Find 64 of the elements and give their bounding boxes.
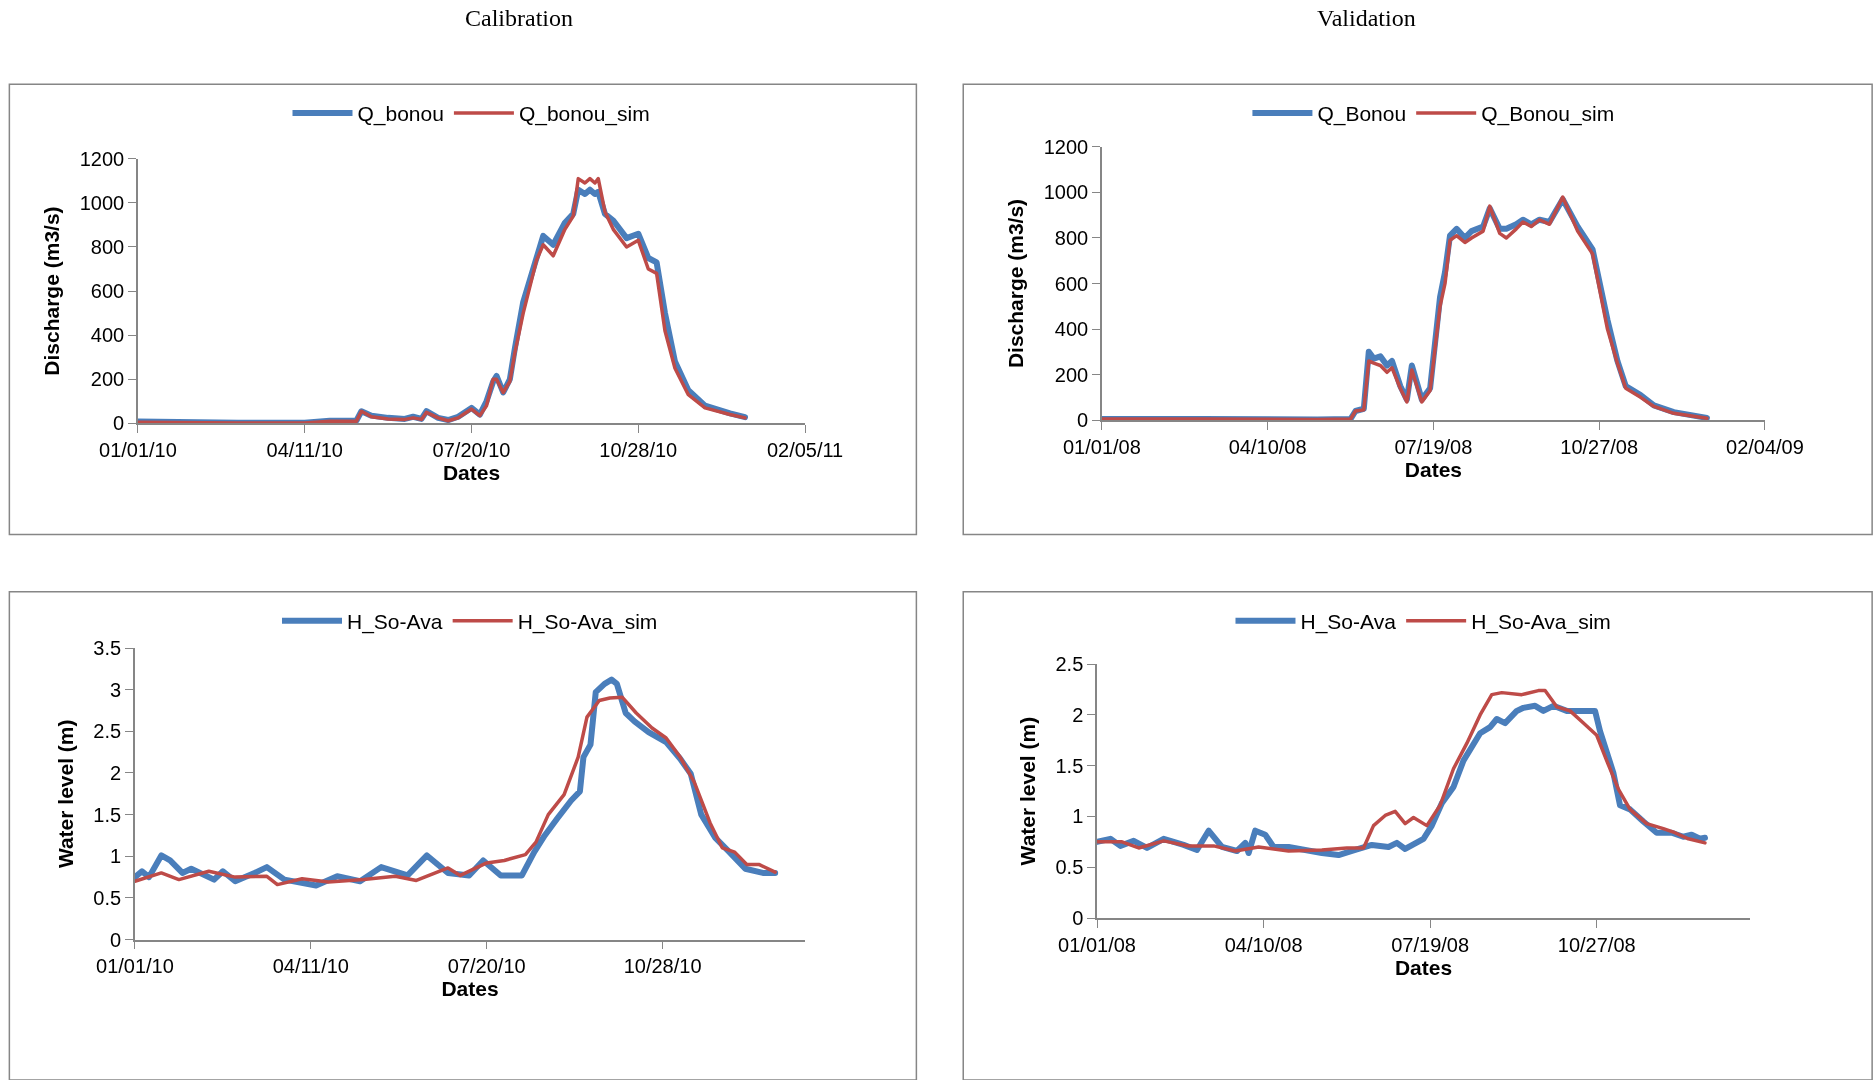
chart-title: Validation — [1317, 5, 1416, 31]
y-tick-label: 2.5 — [1055, 653, 1084, 676]
x-tick-label: 07/19/08 — [1391, 933, 1470, 956]
x-tick-label: 01/01/10 — [96, 955, 174, 978]
y-tick-label: 1200 — [79, 147, 125, 170]
y-tick-label: 3.5 — [93, 637, 122, 659]
y-axis-title: Discharge (m3/s) — [1004, 198, 1028, 369]
y-tick-label: 1000 — [79, 191, 125, 214]
x-tick-label: 02/05/11 — [766, 439, 844, 462]
y-tick-label: 600 — [90, 280, 125, 303]
y-axis-title: Discharge (m3/s) — [40, 206, 64, 376]
y-tick-label: 0 — [1072, 907, 1084, 929]
legend-label: Q_bonou — [357, 102, 444, 127]
y-tick-label: 3 — [110, 678, 122, 701]
y-tick-label: 1.5 — [93, 803, 122, 826]
y-tick-label: 1 — [110, 845, 122, 868]
x-tick-label: 04/11/10 — [266, 439, 343, 462]
legend-label: Q_Bonou_sim — [1481, 102, 1615, 127]
x-axis-title: Dates — [441, 977, 499, 1001]
x-tick-label: 07/20/10 — [447, 955, 526, 978]
y-tick-label: 2 — [1072, 703, 1084, 726]
y-tick-label: 400 — [90, 324, 125, 347]
x-tick-label: 02/04/09 — [1726, 435, 1804, 458]
x-tick-label: 04/10/08 — [1224, 933, 1303, 956]
y-tick-label: 0 — [1077, 409, 1089, 432]
y-tick-label: 800 — [1054, 226, 1089, 249]
legend-label: H_So-Ava — [1300, 609, 1397, 634]
y-tick-label: 200 — [1054, 363, 1089, 386]
y-axis-title: Water level (m) — [54, 719, 78, 869]
x-tick-label: 04/11/10 — [272, 955, 350, 978]
y-tick-label: 1000 — [1043, 181, 1089, 204]
x-axis-title: Dates — [1394, 955, 1453, 979]
y-tick-label: 400 — [1054, 318, 1089, 341]
legend-label: Q_bonou_sim — [518, 102, 650, 127]
y-tick-label: 200 — [90, 368, 125, 391]
y-tick-label: 0.5 — [93, 886, 122, 909]
x-tick-label: 01/01/08 — [1058, 933, 1136, 956]
y-tick-label: 1200 — [1043, 135, 1089, 158]
legend-label: H_So-Ava — [347, 609, 443, 634]
y-tick-label: 800 — [90, 235, 125, 258]
x-tick-label: 04/10/08 — [1228, 435, 1307, 458]
x-tick-label: 10/27/08 — [1560, 435, 1639, 458]
y-axis-title: Water level (m) — [1016, 716, 1040, 866]
y-tick-label: 600 — [1054, 272, 1089, 295]
chart-title: Calibration — [465, 5, 573, 31]
x-tick-label: 07/20/10 — [432, 439, 511, 462]
y-tick-label: 1.5 — [1055, 754, 1084, 777]
y-tick-label: 2 — [110, 761, 122, 784]
x-tick-label: 10/27/08 — [1557, 933, 1636, 956]
y-tick-label: 1 — [1072, 805, 1084, 828]
y-tick-label: 2.5 — [93, 720, 122, 743]
y-tick-label: 0 — [113, 412, 125, 435]
y-tick-label: 0 — [110, 928, 122, 951]
x-axis-title: Dates — [442, 461, 501, 485]
x-tick-label: 10/28/10 — [599, 439, 678, 462]
y-tick-label: 0.5 — [1055, 856, 1084, 879]
legend-label: Q_Bonou — [1317, 102, 1407, 127]
x-tick-label: 01/01/08 — [1062, 435, 1141, 458]
x-tick-label: 07/19/08 — [1394, 435, 1473, 458]
x-tick-label: 10/28/10 — [623, 955, 702, 978]
x-axis-title: Dates — [1404, 457, 1463, 481]
legend-label: H_So-Ava_sim — [517, 609, 658, 634]
x-tick-label: 01/01/10 — [99, 439, 177, 462]
legend-label: H_So-Ava_sim — [1471, 609, 1611, 634]
